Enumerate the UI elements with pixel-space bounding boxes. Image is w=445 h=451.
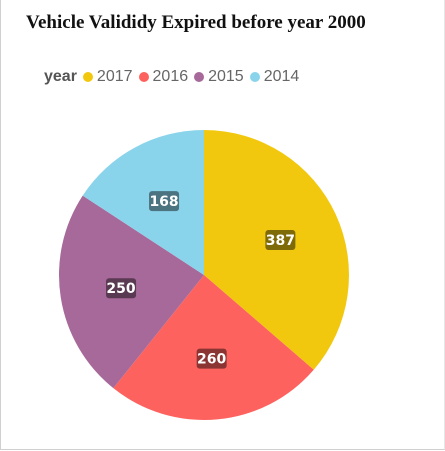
legend-label: 2017	[96, 68, 133, 85]
legend-item-2016[interactable]: 2016	[138, 68, 189, 86]
legend-marker	[138, 72, 149, 82]
data-label-text: 250	[106, 281, 135, 297]
legend-label: 2016	[152, 68, 189, 85]
data-label-2014: 168	[149, 191, 180, 212]
data-label-2017: 387	[265, 230, 296, 251]
data-label-background	[265, 230, 296, 251]
data-label-background	[149, 191, 180, 212]
legend-marker	[82, 72, 93, 82]
data-label-background	[196, 348, 227, 369]
legend-item-2015[interactable]: 2015	[194, 68, 244, 86]
legend: year 2017 2016 2015 2014	[44, 66, 305, 88]
data-label-2015: 250	[106, 278, 137, 299]
legend-item-2017[interactable]: 2017	[82, 68, 133, 86]
pie-slice-2014[interactable]	[82, 130, 204, 275]
legend-marker	[194, 72, 205, 82]
data-label-2016: 260	[196, 348, 227, 369]
chart-title: Vehicle Valididy Expired before year 200…	[26, 12, 366, 33]
legend-label: 2014	[263, 68, 300, 85]
legend-marker	[249, 72, 260, 82]
data-label-text: 260	[197, 352, 226, 368]
data-label-background	[106, 278, 137, 299]
legend-item-2014[interactable]: 2014	[249, 68, 300, 86]
data-label-text: 168	[149, 194, 178, 210]
legend-title: year	[44, 68, 77, 85]
pie-slice-2016[interactable]	[113, 275, 314, 421]
legend-label: 2015	[208, 68, 244, 85]
data-label-text: 387	[266, 233, 295, 249]
